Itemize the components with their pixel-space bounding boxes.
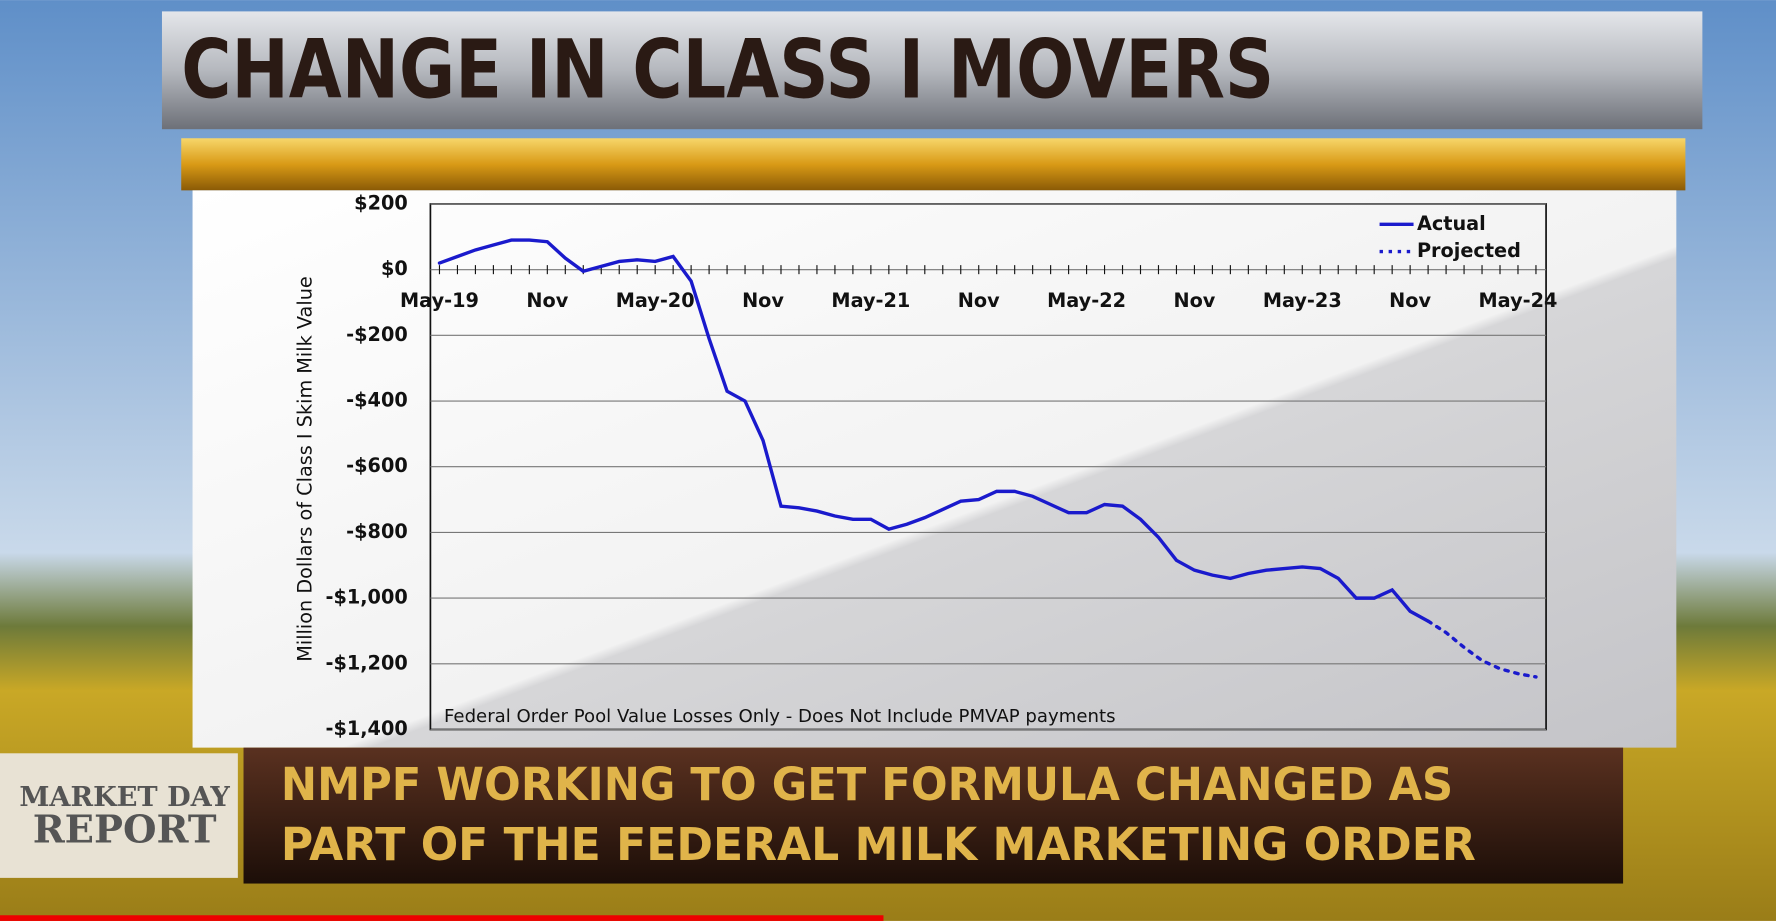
title-bar: [161, 11, 1703, 130]
y-axis-label: Million Dollars of Class I Skim Milk Val…: [293, 276, 316, 662]
legend-label: Projected: [1417, 239, 1521, 262]
gold-bar: [181, 138, 1686, 191]
y-tick-label: -$1,000: [325, 586, 407, 609]
y-tick-label: $200: [354, 191, 408, 214]
ticker-band: [243, 747, 1624, 884]
x-tick-label: May-23: [1263, 289, 1342, 312]
annotation: Federal Order Pool Value Losses Only - D…: [444, 706, 1116, 727]
y-tick-label: -$1,400: [325, 717, 407, 740]
x-tick-label: May-24: [1479, 289, 1558, 312]
headline: CHANGE IN CLASS I MOVERS: [181, 22, 1274, 117]
x-tick-label: Nov: [742, 289, 784, 312]
x-tick-label: Nov: [1389, 289, 1431, 312]
x-tick-label: May-21: [831, 289, 910, 312]
x-tick-label: May-22: [1047, 289, 1126, 312]
y-tick-label: $0: [381, 257, 408, 280]
x-tick-label: Nov: [1173, 289, 1215, 312]
y-tick-label: -$800: [346, 520, 408, 543]
data-line: [1426, 619, 1538, 679]
chart-panel: [192, 190, 1677, 748]
progress-bar: [0, 915, 884, 921]
logo-text: REPORT: [33, 808, 217, 853]
legend-label: Actual: [1417, 212, 1486, 235]
y-tick-label: -$1,200: [325, 651, 407, 674]
ticker-text: PART OF THE FEDERAL MILK MARKETING ORDER: [281, 818, 1476, 871]
x-tick-label: May-20: [616, 289, 695, 312]
y-tick-label: -$400: [346, 389, 408, 412]
y-tick-label: -$200: [346, 323, 408, 346]
x-tick-label: Nov: [526, 289, 568, 312]
x-tick-label: May-19: [400, 289, 479, 312]
data-line: [437, 238, 1430, 623]
logo-box: [0, 753, 238, 878]
x-tick-label: Nov: [958, 289, 1000, 312]
logo-text: MARKET DAY: [19, 781, 230, 813]
ticker-text: NMPF WORKING TO GET FORMULA CHANGED AS: [281, 758, 1453, 811]
y-tick-label: -$600: [346, 454, 408, 477]
